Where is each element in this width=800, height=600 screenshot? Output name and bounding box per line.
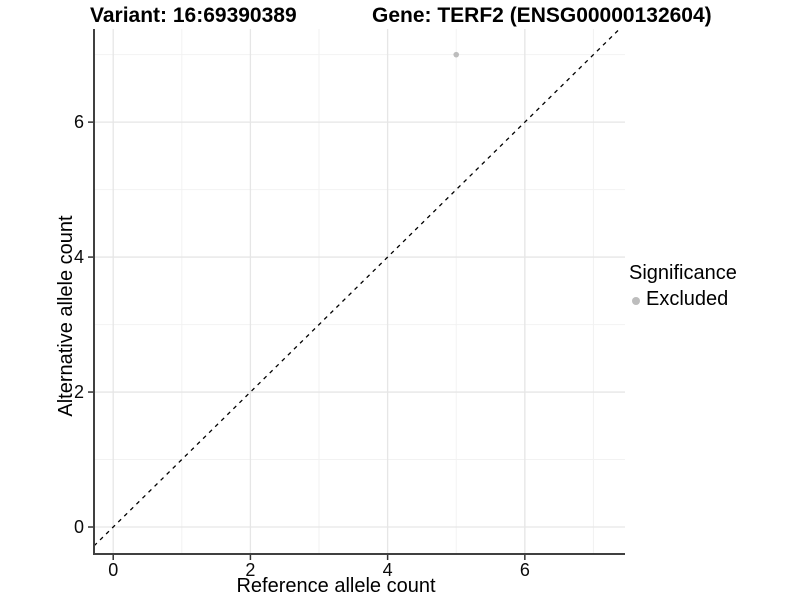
legend: Significance Excluded <box>629 262 737 311</box>
x-axis-title: Reference allele count <box>236 575 436 597</box>
y-tick-label: 0 <box>74 517 84 537</box>
x-tick-label: 2 <box>245 560 255 580</box>
legend-item-excluded: Excluded <box>629 288 737 311</box>
plot-title-variant: Variant: 16:69390389 <box>90 4 297 27</box>
legend-point-swatch-icon <box>632 296 640 305</box>
legend-item-label: Excluded <box>646 288 729 310</box>
y-tick-label: 2 <box>74 382 84 402</box>
y-axis-title: Alternative allele count <box>55 215 77 417</box>
y-tick-label: 4 <box>74 247 84 267</box>
plot-title-gene: Gene: TERF2 (ENSG00000132604) <box>372 4 712 27</box>
x-tick-label: 6 <box>520 560 530 580</box>
identity-dashed-line <box>93 28 620 547</box>
y-tick-label: 6 <box>74 112 84 132</box>
x-tick-label: 0 <box>108 560 118 580</box>
legend-title: Significance <box>629 262 737 284</box>
data-point <box>453 51 460 58</box>
x-tick-label: 4 <box>383 560 393 580</box>
